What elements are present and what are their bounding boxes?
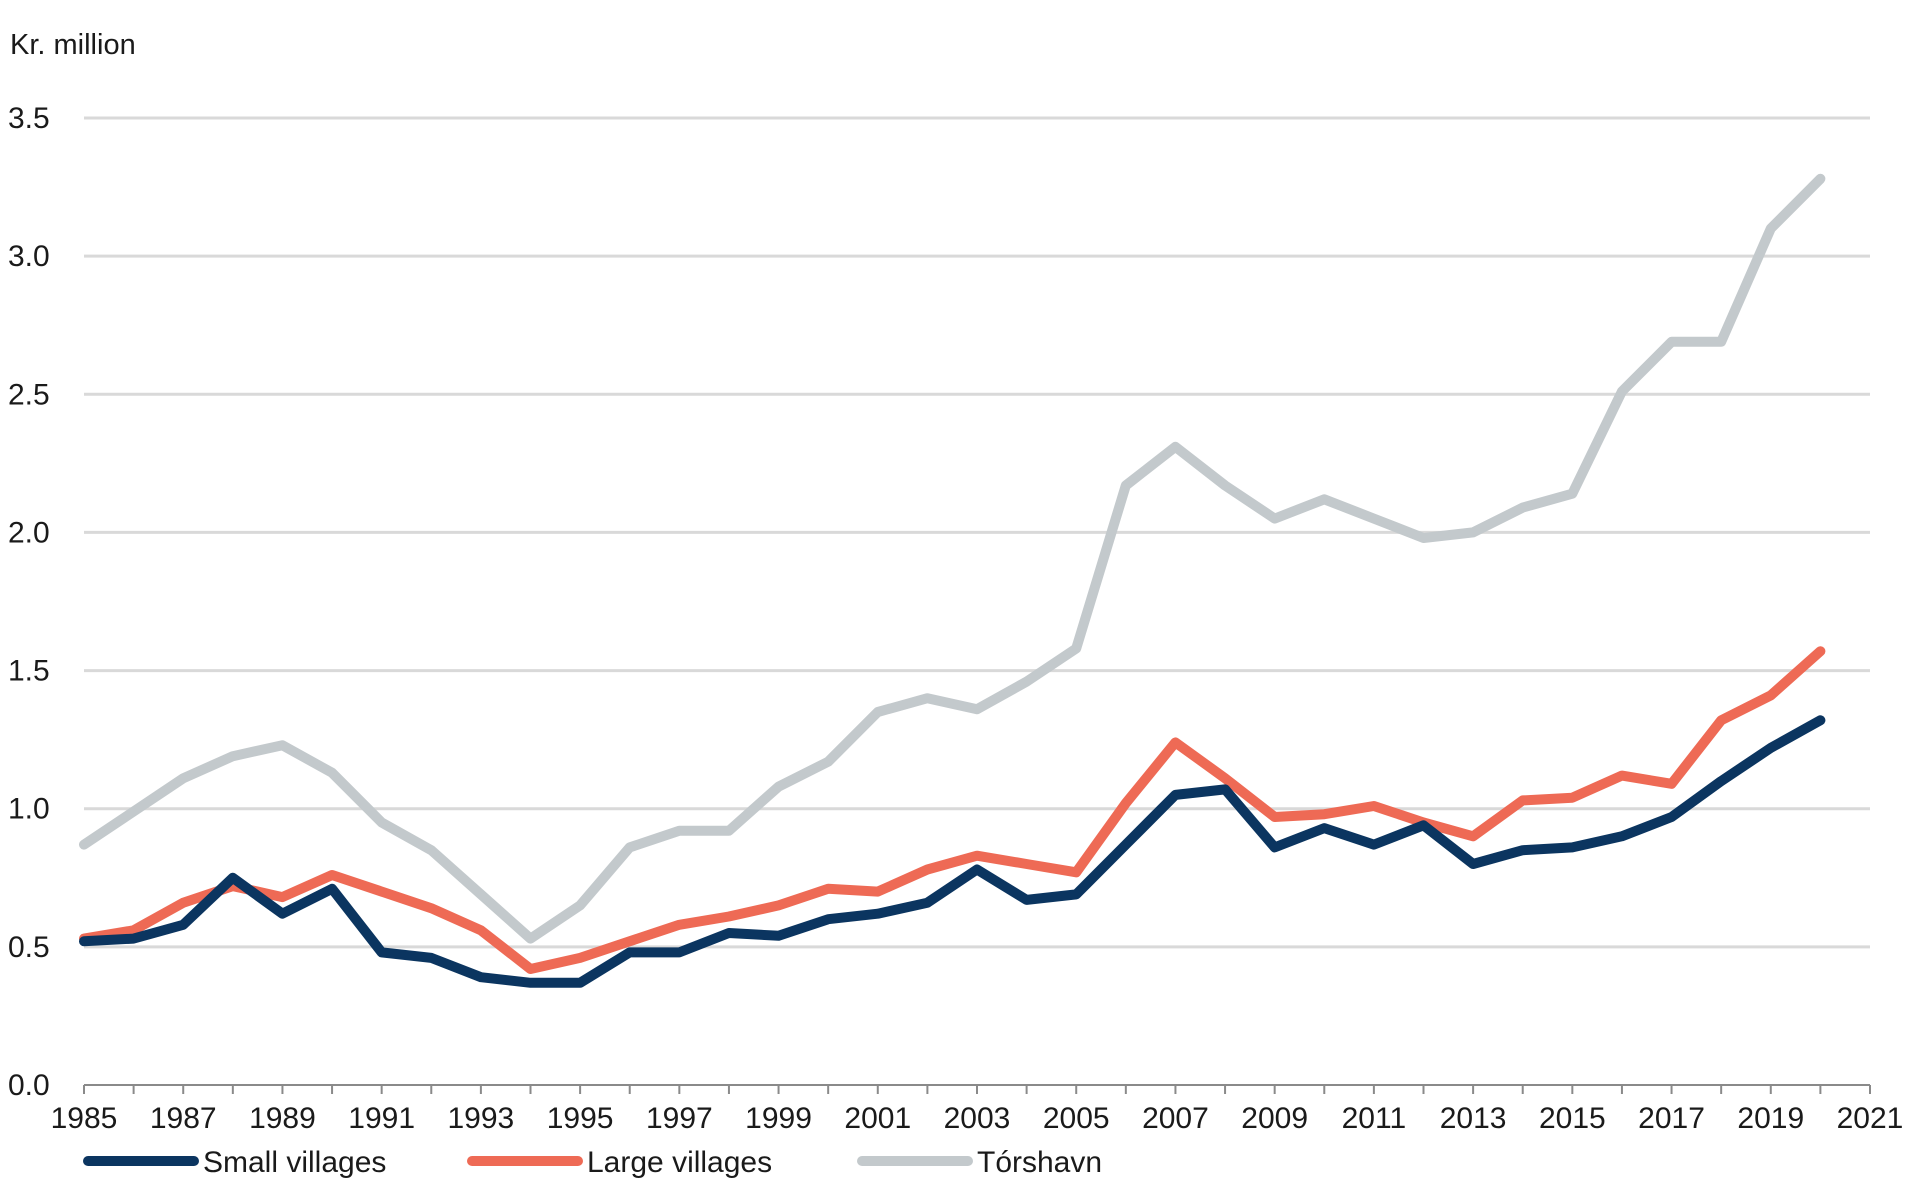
x-tick-label: 2003 [944, 1102, 1011, 1135]
legend: Small villages Large villages Tórshavn [83, 1146, 1102, 1179]
series-line-2 [79, 173, 1826, 944]
legend-label: Tórshavn [977, 1146, 1102, 1179]
x-tick-label: 1997 [646, 1102, 713, 1135]
series-lines [79, 173, 1826, 988]
legend-label: Large villages [587, 1146, 772, 1179]
y-tick-label: 2.5 [8, 378, 50, 411]
gridlines [84, 116, 1870, 949]
y-tick-label: 3.5 [8, 102, 50, 135]
x-tick-label: 1999 [745, 1102, 812, 1135]
x-tick-label: 1993 [448, 1102, 515, 1135]
x-tick-label: 2001 [844, 1102, 911, 1135]
y-tick-label: 0.5 [8, 931, 50, 964]
x-tick-label: 2009 [1241, 1102, 1308, 1135]
x-tick-label: 1985 [51, 1102, 118, 1135]
axes: 0.0 0.5 1.0 1.5 2.0 2.5 3.0 3.5 1985 1987 1989 1991… [8, 102, 1903, 1135]
y-tick-label: 0.0 [8, 1069, 50, 1102]
series-line-1 [79, 646, 1826, 974]
x-tick-label: 2007 [1142, 1102, 1209, 1135]
x-tick-label: 1987 [150, 1102, 217, 1135]
x-tick-label: 2017 [1638, 1102, 1705, 1135]
x-tick-label: 2013 [1440, 1102, 1507, 1135]
x-tick-label: 1989 [249, 1102, 316, 1135]
legend-label: Small villages [203, 1146, 386, 1179]
y-tick-label: 1.5 [8, 655, 50, 688]
y-unit-label: Kr. million [10, 29, 136, 61]
y-tick-label: 1.0 [8, 793, 50, 826]
x-tick-label: 2005 [1043, 1102, 1110, 1135]
x-tick-label: 2021 [1837, 1102, 1904, 1135]
x-tick-label: 1991 [348, 1102, 415, 1135]
x-tick-label: 1995 [547, 1102, 614, 1135]
series-line-0 [79, 715, 1826, 988]
y-tick-label: 2.0 [8, 516, 50, 549]
y-tick-label: 3.0 [8, 240, 50, 273]
x-tick-label: 2011 [1342, 1102, 1407, 1135]
x-tick-label: 2015 [1539, 1102, 1606, 1135]
x-tick-label: 2019 [1737, 1102, 1804, 1135]
